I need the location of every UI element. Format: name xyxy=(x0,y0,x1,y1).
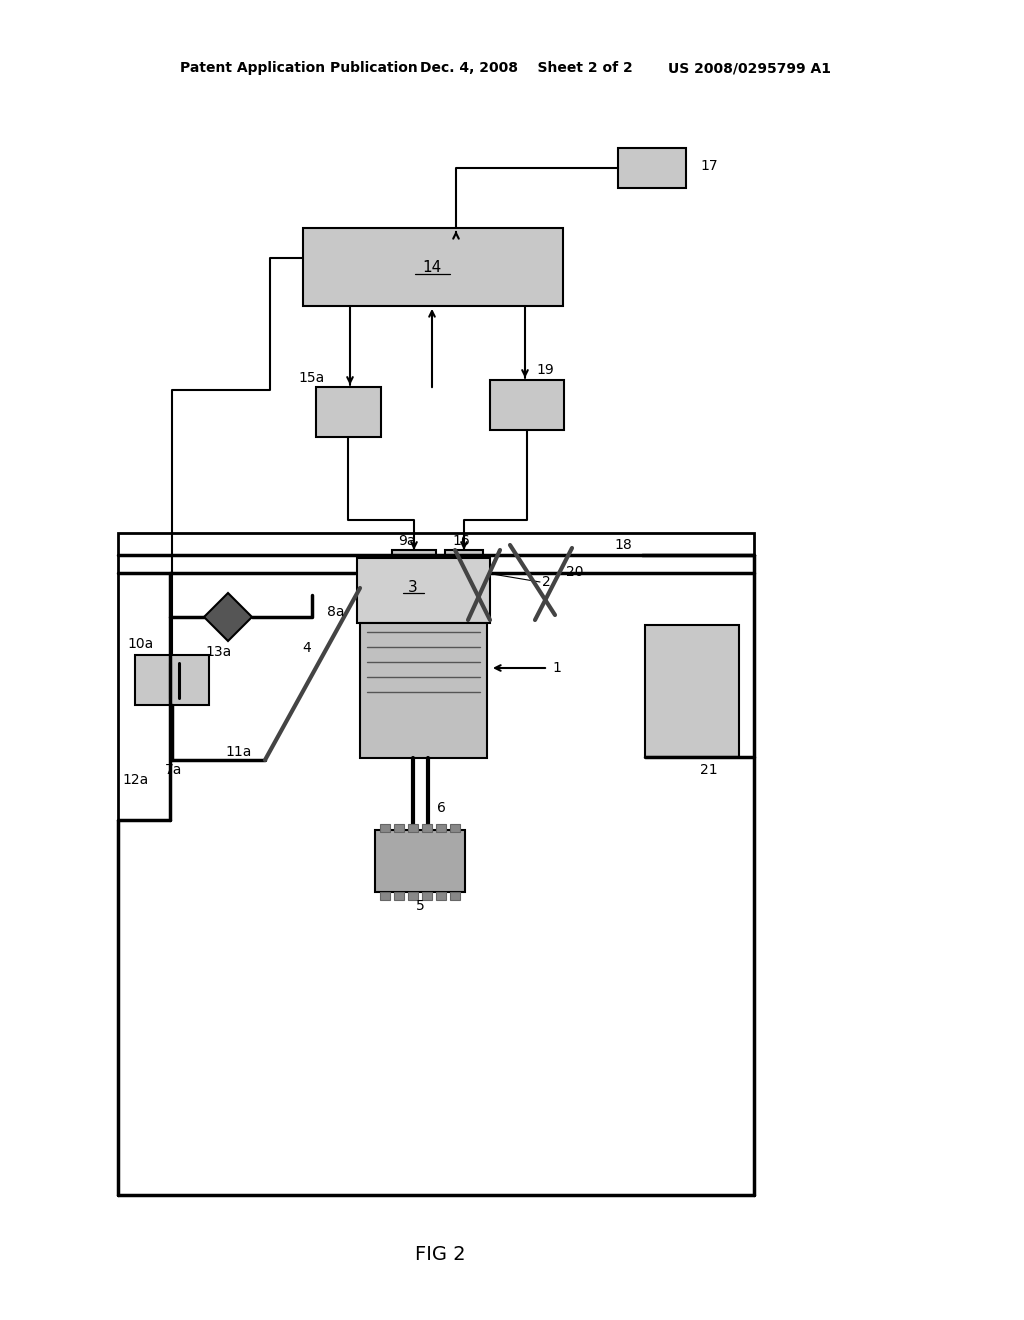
Text: 9a: 9a xyxy=(398,535,416,548)
Text: 2: 2 xyxy=(542,576,551,589)
Text: 19: 19 xyxy=(536,363,554,378)
Bar xyxy=(118,533,754,1195)
Bar xyxy=(394,824,404,832)
Text: 13a: 13a xyxy=(205,645,231,659)
Text: Dec. 4, 2008    Sheet 2 of 2: Dec. 4, 2008 Sheet 2 of 2 xyxy=(420,61,633,75)
Text: 7a: 7a xyxy=(165,763,182,777)
Bar xyxy=(436,892,446,900)
Bar xyxy=(436,824,446,832)
Text: 21: 21 xyxy=(700,763,718,777)
Text: US 2008/0295799 A1: US 2008/0295799 A1 xyxy=(668,61,831,75)
Polygon shape xyxy=(204,593,252,642)
Bar xyxy=(445,550,483,594)
Text: 8a: 8a xyxy=(327,605,344,619)
Bar xyxy=(450,824,460,832)
Bar xyxy=(450,892,460,900)
Text: Patent Application Publication: Patent Application Publication xyxy=(180,61,418,75)
Bar xyxy=(645,624,739,756)
Bar xyxy=(316,387,381,437)
Bar xyxy=(394,892,404,900)
Bar xyxy=(618,148,686,187)
Text: 12a: 12a xyxy=(122,774,148,787)
Bar xyxy=(490,380,564,430)
Text: 16: 16 xyxy=(452,535,470,548)
Text: FIG 2: FIG 2 xyxy=(415,1246,465,1265)
Text: 14: 14 xyxy=(422,260,441,276)
Text: 5: 5 xyxy=(416,899,424,913)
Bar xyxy=(375,830,465,892)
Bar xyxy=(357,558,490,623)
Text: 4: 4 xyxy=(302,642,310,655)
Bar xyxy=(422,824,432,832)
Text: 3: 3 xyxy=(409,579,418,594)
Bar xyxy=(135,655,209,705)
Bar xyxy=(380,824,390,832)
Text: 18: 18 xyxy=(614,539,632,552)
Bar xyxy=(408,892,418,900)
Text: 6: 6 xyxy=(437,801,445,814)
Text: 17: 17 xyxy=(700,158,718,173)
Bar xyxy=(422,892,432,900)
Bar xyxy=(303,228,563,306)
Text: 10a: 10a xyxy=(127,638,154,651)
Text: 1: 1 xyxy=(552,661,561,675)
Text: 11a: 11a xyxy=(225,744,251,759)
Bar xyxy=(392,550,436,594)
Bar xyxy=(360,623,487,758)
Text: 20: 20 xyxy=(566,565,584,579)
Bar xyxy=(380,892,390,900)
Text: 15a: 15a xyxy=(298,371,325,385)
Bar xyxy=(408,824,418,832)
